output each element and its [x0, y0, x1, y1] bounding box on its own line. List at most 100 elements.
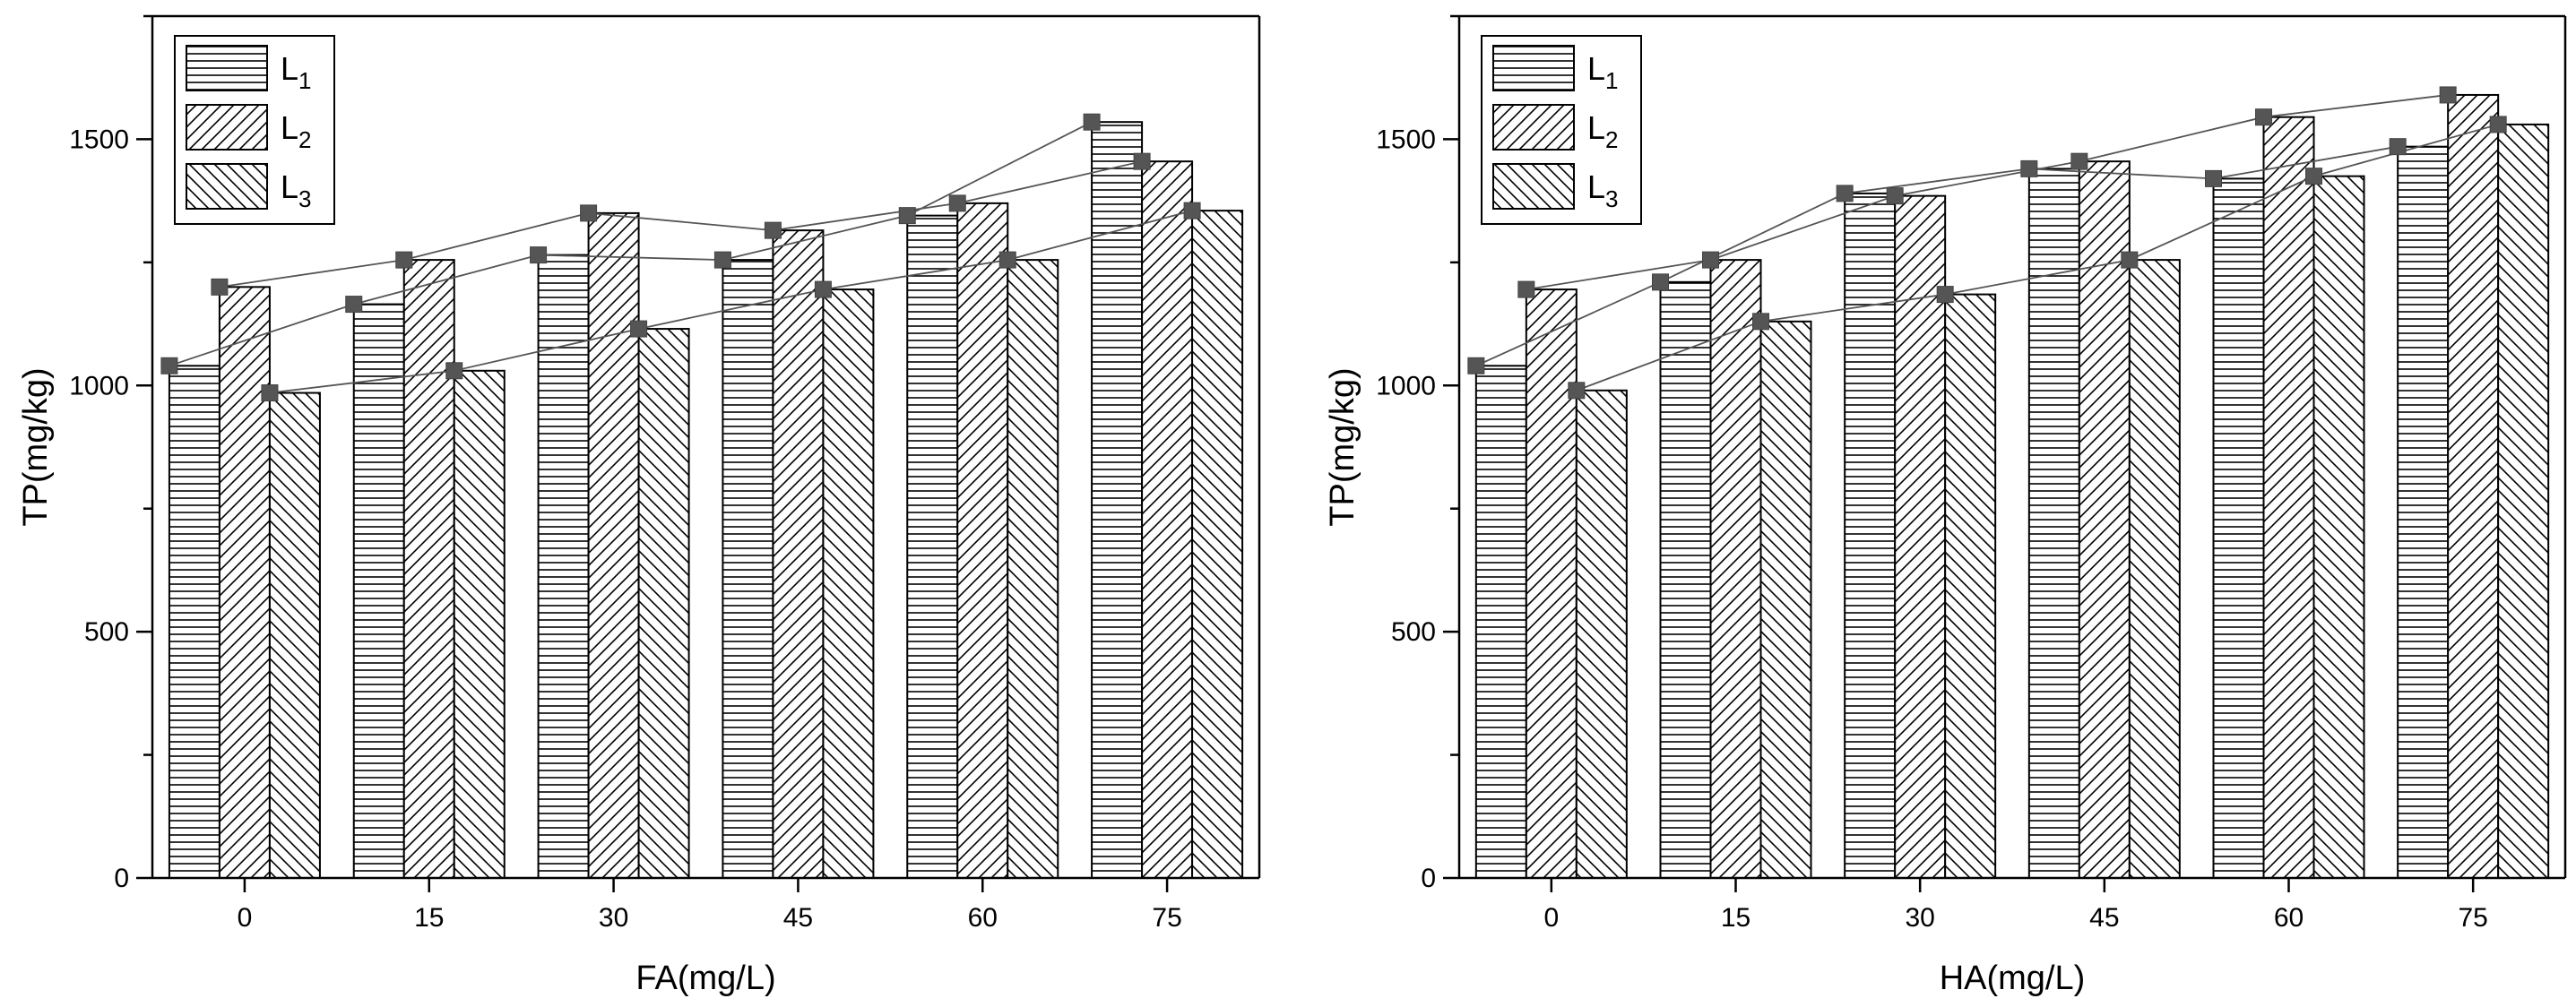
marker-fa-series-1-30 — [530, 246, 548, 264]
y-tick-label-ha-1000: 1000 — [1376, 371, 1436, 400]
x-axis-title-ha: HA(mg/L) — [1940, 960, 2086, 997]
y-axis-title-fa: TP(mg/kg) — [17, 367, 55, 526]
marker-ha-series-3-75 — [2489, 116, 2507, 133]
marker-ha-series-1-45 — [2020, 159, 2038, 177]
marker-ha-series-1-30 — [1836, 185, 1854, 202]
bar-fa-series-2-0 — [218, 286, 271, 880]
marker-ha-series-2-75 — [2439, 86, 2457, 104]
y-tick-label-fa-500: 500 — [84, 617, 129, 647]
y-tick-label-fa-0: 0 — [114, 864, 129, 893]
marker-ha-series-3-15 — [1752, 313, 1769, 331]
x-tick-label-ha-0: 0 — [1543, 903, 1559, 933]
marker-fa-series-2-30 — [580, 204, 598, 222]
marker-fa-series-2-0 — [211, 278, 229, 296]
y-tick-label-ha-500: 500 — [1391, 617, 1436, 647]
marker-ha-series-1-0 — [1467, 357, 1485, 374]
x-tick-label-ha-45: 45 — [2089, 903, 2119, 933]
legend-label-fa-3: L3 — [281, 168, 312, 212]
bar-ha-series-1-60 — [2212, 177, 2265, 880]
bar-fa-series-3-30 — [637, 328, 690, 880]
marker-fa-series-2-45 — [764, 221, 782, 239]
bar-fa-series-1-15 — [352, 303, 405, 879]
y-axis-title-ha: TP(mg/kg) — [1324, 367, 1361, 526]
legend-label-subscript: 1 — [298, 67, 311, 94]
marker-ha-series-2-60 — [2255, 108, 2272, 126]
marker-fa-series-3-60 — [998, 251, 1016, 269]
bar-fa-series-3-0 — [268, 392, 321, 879]
legend-label-subscript: 3 — [298, 185, 311, 212]
line-ha-series-3 — [1576, 124, 2499, 392]
bar-fa-series-2-15 — [402, 259, 455, 879]
bar-fa-series-3-45 — [822, 288, 875, 879]
bar-ha-series-1-75 — [2397, 145, 2450, 880]
bar-fa-series-2-75 — [1141, 160, 1194, 879]
y-tick-label-ha-0: 0 — [1421, 864, 1436, 893]
bar-ha-series-2-60 — [2262, 116, 2315, 880]
marker-fa-series-2-75 — [1133, 152, 1151, 170]
y-tick-label-fa-1500: 1500 — [69, 125, 129, 154]
marker-fa-series-1-45 — [713, 251, 731, 269]
line-fa-series-1 — [169, 121, 1093, 367]
marker-fa-series-1-60 — [898, 207, 916, 225]
legend-swatch-fa-1 — [186, 45, 268, 91]
legend-swatch-ha-1 — [1492, 45, 1575, 91]
bar-ha-series-3-75 — [2497, 123, 2550, 880]
bar-ha-series-2-15 — [1709, 259, 1762, 879]
legend-label-main: L — [281, 50, 298, 87]
bar-ha-series-2-75 — [2447, 93, 2500, 879]
bar-ha-series-2-30 — [1894, 194, 1947, 880]
x-tick-label-ha-15: 15 — [1721, 903, 1750, 933]
marker-ha-series-3-30 — [1936, 286, 1954, 304]
legend-label-ha-1: L1 — [1587, 50, 1619, 94]
legend-swatch-ha-3 — [1492, 163, 1575, 210]
legend-label-main: L — [1587, 109, 1605, 146]
x-axis-title-fa: FA(mg/L) — [635, 960, 775, 997]
marker-fa-series-3-45 — [814, 280, 832, 298]
marker-fa-series-3-75 — [1183, 202, 1201, 219]
legend-label-subscript: 2 — [298, 126, 311, 153]
legend-label-ha-3: L3 — [1587, 168, 1619, 212]
marker-fa-series-1-15 — [345, 296, 363, 314]
bar-fa-series-3-60 — [1007, 259, 1059, 879]
x-tick-label-fa-0: 0 — [238, 903, 253, 933]
bar-ha-series-2-45 — [2078, 160, 2131, 879]
chart-panel-ha: 0 500 1000 1500 0 15 30 45 60 75 HA(mg/L) TP(mg/kg)… — [1324, 14, 2567, 997]
x-tick-label-fa-15: 15 — [414, 903, 444, 933]
marker-ha-series-2-15 — [1702, 251, 1719, 269]
marker-ha-series-3-45 — [2121, 251, 2139, 269]
line-fa-series-2 — [219, 160, 1143, 288]
x-tick-label-fa-45: 45 — [783, 903, 813, 933]
legend-label-subscript: 1 — [1605, 67, 1618, 94]
legend-label-fa-2: L2 — [281, 109, 312, 153]
legend-label-subscript: 3 — [1605, 185, 1618, 212]
line-ha-series-2 — [1526, 94, 2449, 290]
marker-fa-series-2-60 — [948, 194, 966, 212]
bar-ha-series-3-45 — [2128, 259, 2181, 879]
bar-fa-series-2-30 — [587, 211, 640, 879]
bar-fa-series-1-60 — [906, 214, 959, 880]
bar-fa-series-1-0 — [168, 365, 220, 880]
marker-ha-series-2-30 — [1886, 187, 1904, 205]
bar-fa-series-1-45 — [722, 259, 774, 879]
bar-ha-series-2-0 — [1525, 288, 1578, 879]
legend-swatch-fa-3 — [186, 163, 268, 210]
marker-fa-series-2-15 — [395, 251, 413, 269]
line-ha-series-1 — [1475, 145, 2399, 367]
bar-fa-series-1-75 — [1091, 121, 1144, 879]
chart-panel-fa: 0 500 1000 1500 0 15 30 45 60 75 FA(mg/L) TP(mg/kg)… — [17, 14, 1261, 997]
legend-label-main: L — [281, 168, 298, 205]
bar-ha-series-3-60 — [2312, 175, 2365, 879]
x-tick-label-fa-60: 60 — [968, 903, 998, 933]
bar-ha-series-3-0 — [1575, 389, 1628, 880]
legend-label-main: L — [281, 109, 298, 146]
line-fa-series-3 — [269, 210, 1193, 394]
y-tick-label-fa-1000: 1000 — [69, 371, 129, 400]
bar-ha-series-1-0 — [1474, 365, 1527, 880]
bar-fa-series-2-45 — [772, 229, 825, 879]
legend-label-main: L — [1587, 50, 1605, 87]
marker-fa-series-3-30 — [630, 320, 648, 338]
legend-label-main: L — [1587, 168, 1605, 205]
bar-fa-series-3-75 — [1191, 210, 1244, 879]
